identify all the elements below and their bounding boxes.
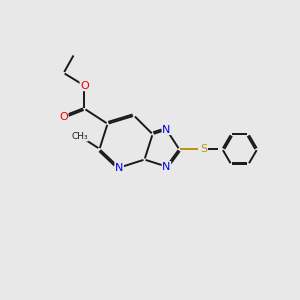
- Text: O: O: [80, 81, 89, 91]
- Text: S: S: [200, 144, 207, 154]
- Text: N: N: [162, 161, 171, 172]
- Text: N: N: [115, 163, 123, 173]
- Text: O: O: [59, 112, 68, 122]
- Text: CH₃: CH₃: [71, 132, 88, 141]
- Text: N: N: [162, 124, 171, 135]
